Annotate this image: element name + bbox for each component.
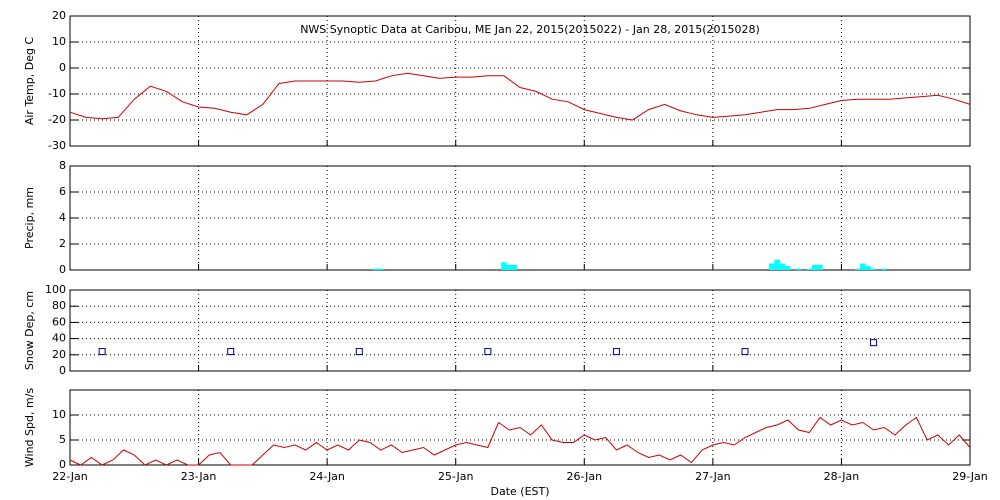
bar: [506, 264, 512, 270]
bar: [774, 259, 780, 270]
y-axis-label: Air Temp, Deg C: [23, 37, 36, 126]
y-tick-label: 20: [52, 348, 66, 361]
point: [484, 348, 492, 356]
x-tick-label: 27-Jan: [695, 470, 731, 483]
bar: [870, 268, 877, 270]
y-tick-label: 2: [59, 237, 66, 250]
y-tick-label: 60: [52, 315, 66, 328]
y-tick-label: 10: [52, 35, 66, 48]
y-tick-label: -30: [48, 139, 66, 152]
bar: [854, 268, 861, 270]
y-tick-label: 80: [52, 299, 66, 312]
bar: [811, 264, 818, 270]
plot-frame: [69, 389, 971, 466]
y-tick-label: -10: [48, 87, 66, 100]
x-tick-label: 26-Jan: [567, 470, 603, 483]
point: [98, 348, 106, 356]
point: [355, 348, 363, 356]
x-tick-label: 29-Jan: [952, 470, 988, 483]
y-tick-label: 8: [59, 159, 66, 172]
x-tick-label: 23-Jan: [181, 470, 217, 483]
x-tick-label: 28-Jan: [824, 470, 860, 483]
bar: [511, 264, 518, 270]
bar: [881, 268, 887, 270]
y-tick-label: 100: [45, 283, 66, 296]
bar: [769, 263, 775, 270]
y-tick-label: 0: [59, 364, 66, 377]
bar: [865, 266, 871, 270]
y-tick-label: 0: [59, 458, 66, 471]
point: [741, 348, 749, 356]
data-line: [69, 72, 971, 121]
point: [612, 348, 620, 356]
y-tick-label: 10: [52, 408, 66, 421]
bar: [817, 264, 823, 270]
y-axis-label: Snow Dep, cm: [23, 291, 36, 370]
x-tick-label: 22-Jan: [52, 470, 88, 483]
chart-title: NWS Synoptic Data at Caribou, ME Jan 22,…: [300, 23, 760, 36]
bar: [378, 268, 384, 270]
bar: [806, 268, 812, 270]
bar: [779, 263, 786, 270]
y-tick-label: 6: [59, 185, 66, 198]
y-axis-label: Precip, mm: [23, 187, 36, 249]
bar: [501, 262, 507, 270]
bar: [372, 268, 379, 270]
y-tick-label: 0: [59, 263, 66, 276]
x-tick-label: 25-Jan: [438, 470, 474, 483]
bar: [860, 263, 866, 270]
y-tick-label: -20: [48, 113, 66, 126]
y-tick-label: 5: [59, 433, 66, 446]
x-tick-label: 24-Jan: [309, 470, 345, 483]
plot-frame: [69, 15, 971, 147]
bar: [785, 266, 791, 270]
x-axis-label: Date (EST): [490, 485, 549, 498]
y-tick-label: 4: [59, 211, 66, 224]
plot-frame: [69, 289, 971, 372]
data-line: [69, 416, 971, 466]
point: [227, 348, 235, 356]
y-tick-label: 20: [52, 9, 66, 22]
bar: [795, 268, 802, 270]
y-tick-label: 0: [59, 61, 66, 74]
point: [870, 339, 878, 347]
y-tick-label: 40: [52, 332, 66, 345]
y-axis-label: Wind Spd, m/s: [23, 388, 36, 468]
